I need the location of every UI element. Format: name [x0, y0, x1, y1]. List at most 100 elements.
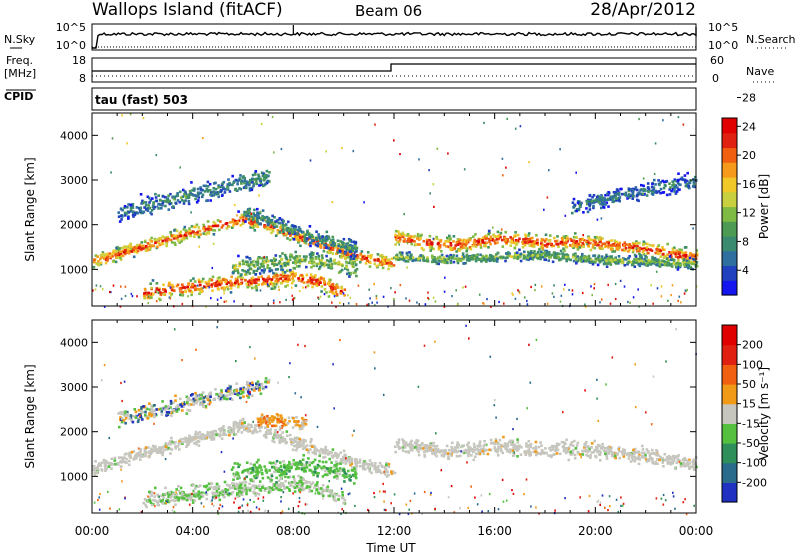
- data-cell: [375, 264, 379, 268]
- data-cell: [296, 437, 299, 440]
- data-cell: [607, 246, 610, 249]
- data-cell: [594, 259, 597, 263]
- data-cell: [117, 254, 121, 258]
- data-cell: [283, 261, 286, 265]
- data-cell: [94, 460, 97, 463]
- data-cell: [339, 290, 343, 293]
- data-cell: [204, 435, 207, 439]
- data-cell: [169, 192, 172, 196]
- data-cell: [344, 257, 347, 261]
- data-cell: [355, 459, 358, 462]
- data-cell: [196, 432, 200, 436]
- data-cell: [224, 433, 228, 437]
- data-cell: [274, 254, 278, 257]
- data-cell: [368, 459, 372, 462]
- data-cell: [585, 441, 588, 444]
- data-cell: [297, 226, 301, 229]
- data-cell: [311, 451, 315, 454]
- data-cell: [632, 195, 635, 198]
- data-cell: [692, 257, 695, 261]
- data-cell: [337, 260, 341, 264]
- data-cell: [631, 246, 635, 249]
- data-cell: [679, 263, 682, 267]
- data-cell: [105, 467, 108, 471]
- data-cell: [206, 220, 210, 223]
- data-cell: [253, 427, 257, 430]
- data-cell: [281, 270, 285, 273]
- data-cell: [472, 235, 475, 238]
- data-cell: [209, 434, 212, 438]
- data-cell: [503, 302, 505, 305]
- data-cell: [179, 166, 181, 169]
- data-cell: [580, 238, 583, 241]
- data-cell: [204, 233, 208, 236]
- data-cell: [581, 291, 584, 295]
- data-cell: [471, 254, 474, 258]
- colorbar-tick-label: 24: [742, 120, 756, 133]
- data-cell: [655, 261, 658, 265]
- data-cell: [201, 193, 205, 197]
- data-cell: [656, 458, 659, 461]
- data-cell: [394, 291, 396, 294]
- data-cell: [147, 302, 150, 305]
- data-cell: [566, 255, 570, 259]
- data-cell: [377, 465, 380, 468]
- data-cell: [695, 261, 699, 264]
- data-cell: [435, 237, 439, 241]
- colorbar-segment: [722, 162, 737, 178]
- data-cell: [148, 196, 151, 200]
- data-cell: [551, 260, 555, 264]
- data-cell: [168, 201, 171, 204]
- data-cell: [551, 292, 554, 295]
- data-cell: [416, 237, 420, 240]
- data-cell: [657, 190, 661, 193]
- data-cell: [185, 229, 188, 232]
- data-cell: [504, 230, 507, 234]
- data-cell: [164, 445, 168, 449]
- data-cell: [638, 257, 642, 261]
- data-cell: [251, 226, 255, 229]
- data-cell: [642, 189, 645, 192]
- data-cell: [346, 272, 349, 276]
- data-cell: [472, 240, 476, 244]
- data-cell: [678, 262, 682, 265]
- data-cell: [289, 228, 293, 231]
- data-cell: [282, 272, 285, 275]
- data-cell: [195, 436, 198, 440]
- data-cell: [332, 244, 335, 247]
- data-cell: [635, 259, 638, 263]
- data-cell: [295, 238, 298, 241]
- data-cell: [518, 291, 521, 294]
- data-cell: [329, 257, 332, 261]
- data-cell: [178, 190, 182, 194]
- data-cell: [349, 245, 353, 249]
- data-cell: [197, 278, 201, 282]
- data-cell: [513, 256, 516, 259]
- data-cell: [683, 178, 686, 182]
- data-cell: [259, 210, 262, 213]
- data-cell: [103, 253, 106, 256]
- data-cell: [332, 292, 336, 296]
- band-7: [571, 171, 698, 215]
- data-cell: [251, 222, 254, 225]
- data-cell: [307, 451, 310, 454]
- data-cell: [488, 259, 492, 263]
- data-cell: [407, 451, 411, 454]
- data-cell: [550, 244, 554, 248]
- data-cell: [483, 121, 485, 124]
- data-cell: [652, 302, 654, 305]
- data-cell: [684, 260, 687, 264]
- data-cell: [539, 246, 543, 249]
- data-cell: [122, 250, 126, 254]
- data-cell: [692, 183, 696, 186]
- data-cell: [147, 248, 150, 252]
- data-cell: [682, 253, 685, 257]
- data-cell: [221, 427, 225, 430]
- data-cell: [366, 303, 368, 306]
- data-cell: [222, 433, 226, 436]
- cpid-value: tau (fast) 503: [95, 93, 188, 107]
- data-cell: [323, 293, 326, 296]
- data-cell: [258, 266, 262, 269]
- data-cell: [325, 246, 328, 249]
- data-cell: [296, 228, 300, 232]
